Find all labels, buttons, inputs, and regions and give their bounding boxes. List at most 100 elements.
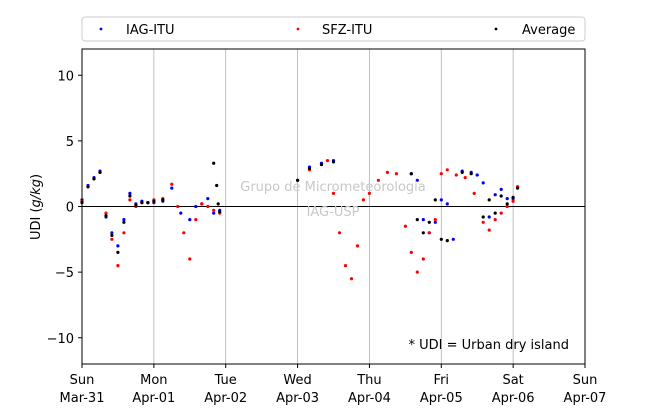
point-average-29: [460, 170, 464, 174]
point-average-34: [499, 194, 503, 198]
point-average-35: [505, 202, 509, 206]
point-iag-itu-28: [421, 218, 425, 222]
point-sfz-itu-41: [427, 231, 431, 235]
y-tick-label-2: 0: [66, 201, 74, 216]
point-sfz-itu-27: [331, 191, 336, 195]
point-iag-itu-6: [116, 244, 120, 248]
point-average-15: [215, 183, 219, 188]
x-tick-label-date-6: Apr-06: [492, 391, 535, 406]
point-iag-itu-40: [499, 187, 503, 191]
x-tick-label-date-3: Apr-03: [276, 391, 319, 406]
watermark-line-2: IAG-USP: [307, 205, 360, 220]
point-sfz-itu-17: [188, 257, 192, 261]
point-sfz-itu-21: [212, 208, 216, 212]
series-iag-itu: [80, 159, 520, 248]
point-sfz-itu-30: [349, 277, 354, 281]
point-average-27: [439, 237, 443, 241]
point-average-31: [481, 215, 485, 219]
point-sfz-itu-15: [176, 204, 180, 209]
point-sfz-itu-28: [337, 231, 342, 235]
point-sfz-itu-50: [493, 218, 497, 222]
x-tick-label-day-2: Tue: [214, 373, 237, 388]
point-sfz-itu-36: [394, 172, 398, 176]
point-sfz-itu-43: [439, 172, 443, 176]
legend-label-iag-itu: IAG-ITU: [126, 23, 175, 38]
point-sfz-itu-5: [110, 237, 114, 241]
point-average-1: [86, 185, 90, 189]
data-points: [80, 159, 520, 281]
point-sfz-itu-48: [481, 220, 485, 224]
point-sfz-itu-20: [206, 204, 210, 209]
watermark-line-1: Grupo de Micrometeorologia: [240, 180, 426, 195]
point-sfz-itu-39: [415, 270, 419, 274]
point-iag-itu-36: [475, 173, 479, 177]
point-sfz-itu-34: [376, 178, 380, 182]
point-iag-itu-7: [122, 218, 126, 222]
point-sfz-itu-53: [511, 199, 515, 203]
point-iag-itu-37: [481, 181, 485, 185]
x-tick-label-date-7: Apr-07: [564, 391, 607, 406]
point-average-4: [104, 214, 108, 218]
point-sfz-itu-6: [116, 264, 120, 268]
point-average-22: [409, 172, 413, 176]
point-average-6: [116, 250, 120, 254]
point-sfz-itu-18: [194, 218, 198, 222]
point-sfz-itu-47: [472, 191, 476, 195]
point-iag-itu-20: [212, 211, 216, 215]
watermark: Grupo de Micrometeorologia IAG-USP: [240, 180, 426, 220]
series-average: [80, 160, 520, 254]
point-iag-itu-16: [188, 218, 192, 222]
point-iag-itu-27: [415, 178, 419, 182]
point-average-23: [415, 218, 419, 222]
point-iag-itu-30: [433, 220, 437, 224]
point-average-24: [421, 231, 425, 235]
point-average-30: [469, 172, 473, 176]
point-sfz-itu-46: [463, 176, 467, 180]
point-iag-itu-5: [110, 231, 114, 235]
point-sfz-itu-52: [505, 204, 509, 209]
x-tick-label-day-7: Sun: [573, 373, 598, 388]
point-average-33: [493, 211, 497, 215]
point-sfz-itu-44: [445, 168, 449, 172]
point-sfz-itu-42: [433, 218, 437, 222]
y-axis-label-suffix: ): [29, 174, 44, 179]
x-tick-label-date-4: Apr-04: [348, 391, 391, 406]
y-axis-ticks: −10 −5 0 5 10: [47, 69, 82, 347]
point-average-9: [134, 203, 138, 207]
x-tick-label-date-5: Apr-05: [420, 391, 463, 406]
point-iag-itu-38: [487, 215, 491, 219]
series-sfz-itu: [80, 159, 520, 281]
y-axis-label: UDI (g/kg): [29, 174, 44, 240]
point-average-7: [122, 220, 126, 224]
point-average-3: [98, 170, 102, 174]
point-average-11: [146, 201, 150, 205]
point-iag-itu-41: [505, 197, 509, 201]
point-sfz-itu-29: [343, 264, 348, 268]
point-iag-itu-14: [170, 186, 174, 190]
point-average-10: [140, 201, 144, 205]
legend-box: [81, 16, 586, 42]
point-iag-itu-17: [194, 204, 198, 209]
point-average-21: [331, 160, 336, 164]
x-tick-label-date-2: Apr-02: [204, 391, 247, 406]
point-average-18: [296, 178, 300, 182]
point-average-28: [445, 239, 449, 243]
point-sfz-itu-8: [128, 198, 132, 202]
point-average-8: [128, 194, 132, 198]
point-average-13: [161, 198, 165, 202]
point-average-16: [216, 202, 220, 206]
point-iag-itu-8: [128, 191, 132, 195]
legend-marker-sfz-itu: [296, 27, 300, 31]
point-average-32: [487, 198, 491, 202]
point-sfz-itu-33: [367, 191, 371, 195]
point-average-12: [152, 199, 156, 203]
legend-label-average: Average: [522, 23, 575, 38]
point-sfz-itu-26: [325, 159, 330, 163]
point-sfz-itu-38: [409, 250, 413, 254]
y-tick-label-3: 5: [66, 135, 74, 150]
point-iag-itu-15: [179, 211, 183, 215]
point-average-36: [511, 195, 515, 199]
point-iag-itu-39: [493, 193, 497, 197]
y-tick-label-1: −5: [55, 266, 74, 281]
